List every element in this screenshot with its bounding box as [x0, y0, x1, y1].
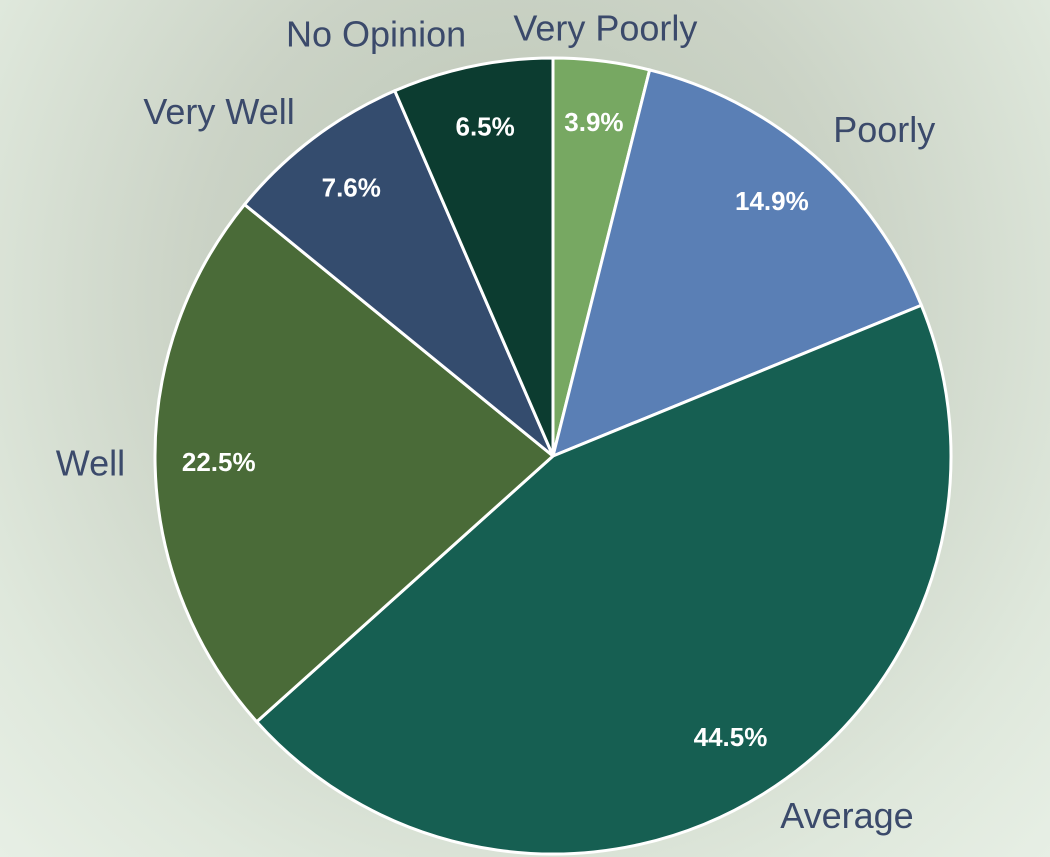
data-label: 44.5% [694, 722, 768, 752]
category-label: Very Poorly [513, 8, 697, 49]
data-label: 14.9% [735, 186, 809, 216]
data-label: 22.5% [182, 447, 256, 477]
category-label: Average [780, 795, 913, 836]
category-label: Very Well [143, 91, 294, 132]
data-label: 7.6% [322, 172, 381, 202]
data-label: 6.5% [456, 112, 515, 142]
category-label: Poorly [833, 109, 935, 150]
chart: 3.9% Very Poorly 14.9% Poorly 44.5% Average 22… [0, 0, 1050, 857]
category-label: No Opinion [286, 13, 466, 54]
category-label: Well [56, 443, 125, 484]
data-label: 3.9% [564, 107, 623, 137]
